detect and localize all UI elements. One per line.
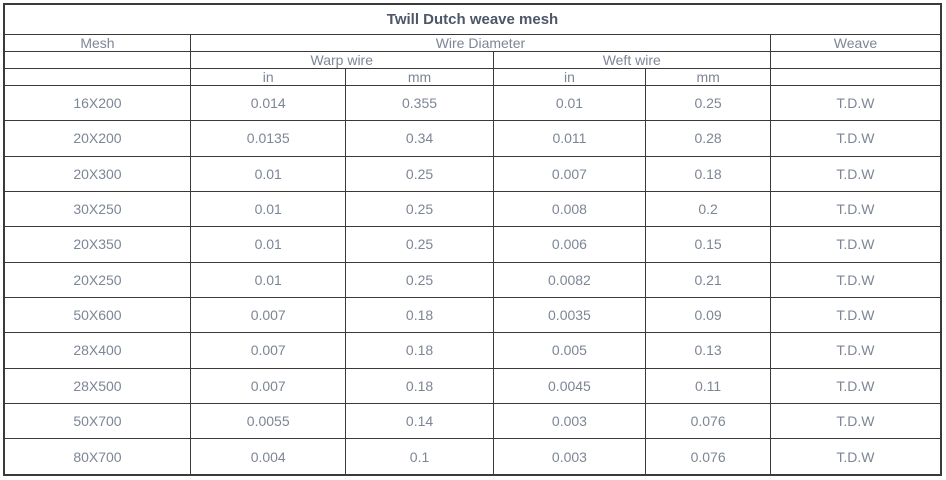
cell-weft-in: 0.005 (492, 332, 647, 369)
cell-warp-mm: 0.25 (345, 155, 494, 192)
table-row: 20X250 0.01 0.25 0.0082 0.21 T.D.W (3, 261, 942, 298)
cell-weft-mm: 0.28 (645, 120, 771, 157)
col-header-warp-in: in (189, 68, 347, 86)
cell-warp-mm: 0.25 (345, 190, 494, 228)
col-header-mesh-spacer (3, 68, 191, 86)
table-row: 80X700 0.004 0.1 0.003 0.076 T.D.W (3, 438, 942, 476)
table-row: 28X500 0.007 0.18 0.0045 0.11 T.D.W (3, 367, 942, 404)
cell-weft-in: 0.003 (492, 438, 647, 476)
cell-weft-in: 0.0045 (492, 367, 647, 404)
cell-warp-mm: 0.1 (345, 438, 494, 476)
cell-weft-mm: 0.25 (645, 84, 771, 122)
cell-weft-in: 0.0082 (492, 261, 647, 298)
col-header-weave-spacer (769, 68, 942, 86)
cell-warp-in: 0.01 (189, 226, 347, 263)
cell-mesh: 28X500 (3, 367, 191, 404)
cell-mesh: 20X250 (3, 261, 191, 298)
col-header-weft-in: in (492, 68, 647, 86)
cell-weft-mm: 0.18 (645, 155, 771, 192)
cell-mesh: 20X200 (3, 120, 191, 157)
cell-warp-in: 0.0055 (189, 402, 347, 440)
cell-weft-in: 0.0035 (492, 296, 647, 334)
cell-weave: T.D.W (769, 155, 942, 192)
table-row: 20X300 0.01 0.25 0.007 0.18 T.D.W (3, 155, 942, 192)
cell-warp-in: 0.01 (189, 261, 347, 298)
cell-warp-in: 0.01 (189, 155, 347, 192)
table-row: 16X200 0.014 0.355 0.01 0.25 T.D.W (3, 84, 942, 122)
cell-weave: T.D.W (769, 296, 942, 334)
cell-weft-mm: 0.09 (645, 296, 771, 334)
cell-warp-in: 0.0135 (189, 120, 347, 157)
col-header-weft-wire: Weft wire (492, 51, 771, 69)
cell-weft-in: 0.008 (492, 190, 647, 228)
cell-warp-mm: 0.25 (345, 226, 494, 263)
cell-mesh: 50X600 (3, 296, 191, 334)
col-header-wire-diameter: Wire Diameter (189, 34, 771, 52)
spec-table: Twill Dutch weave mesh Mesh Wire Diamete… (3, 3, 942, 476)
cell-warp-mm: 0.34 (345, 120, 494, 157)
header-row-3: in mm in mm (3, 68, 942, 86)
cell-warp-mm: 0.18 (345, 332, 494, 369)
col-header-weave: Weave (769, 34, 942, 52)
cell-warp-in: 0.007 (189, 332, 347, 369)
cell-weave: T.D.W (769, 332, 942, 369)
cell-mesh: 20X300 (3, 155, 191, 192)
cell-warp-in: 0.014 (189, 84, 347, 122)
cell-weft-mm: 0.11 (645, 367, 771, 404)
cell-weave: T.D.W (769, 84, 942, 122)
cell-weave: T.D.W (769, 438, 942, 476)
cell-warp-mm: 0.25 (345, 261, 494, 298)
cell-weave: T.D.W (769, 226, 942, 263)
cell-mesh: 80X700 (3, 438, 191, 476)
cell-weft-mm: 0.076 (645, 402, 771, 440)
cell-mesh: 20X350 (3, 226, 191, 263)
table-title: Twill Dutch weave mesh (3, 3, 942, 35)
table-row: 30X250 0.01 0.25 0.008 0.2 T.D.W (3, 190, 942, 228)
cell-weft-mm: 0.21 (645, 261, 771, 298)
cell-mesh: 16X200 (3, 84, 191, 122)
cell-weft-in: 0.006 (492, 226, 647, 263)
col-header-mesh-spacer (3, 51, 191, 69)
cell-weft-in: 0.011 (492, 120, 647, 157)
cell-weft-in: 0.003 (492, 402, 647, 440)
table-row: 50X600 0.007 0.18 0.0035 0.09 T.D.W (3, 296, 942, 334)
cell-mesh: 28X400 (3, 332, 191, 369)
cell-weft-in: 0.01 (492, 84, 647, 122)
cell-warp-mm: 0.18 (345, 296, 494, 334)
cell-weft-mm: 0.13 (645, 332, 771, 369)
col-header-mesh: Mesh (3, 34, 191, 52)
table-row: 50X700 0.0055 0.14 0.003 0.076 T.D.W (3, 402, 942, 440)
cell-weft-mm: 0.2 (645, 190, 771, 228)
col-header-warp-wire: Warp wire (189, 51, 494, 69)
cell-warp-mm: 0.355 (345, 84, 494, 122)
cell-warp-in: 0.007 (189, 296, 347, 334)
cell-mesh: 50X700 (3, 402, 191, 440)
table-body: 16X200 0.014 0.355 0.01 0.25 T.D.W 20X200 0.013… (3, 84, 942, 476)
table-row: 20X350 0.01 0.25 0.006 0.15 T.D.W (3, 226, 942, 263)
cell-mesh: 30X250 (3, 190, 191, 228)
cell-warp-in: 0.007 (189, 367, 347, 404)
cell-weft-mm: 0.15 (645, 226, 771, 263)
col-header-warp-mm: mm (345, 68, 494, 86)
cell-warp-in: 0.01 (189, 190, 347, 228)
header-row-2: Warp wire Weft wire (3, 51, 942, 69)
cell-weave: T.D.W (769, 367, 942, 404)
cell-warp-mm: 0.18 (345, 367, 494, 404)
header-row-1: Mesh Wire Diameter Weave (3, 34, 942, 52)
cell-weft-mm: 0.076 (645, 438, 771, 476)
table-row: 28X400 0.007 0.18 0.005 0.13 T.D.W (3, 332, 942, 369)
col-header-weave-spacer (769, 51, 942, 69)
cell-weave: T.D.W (769, 402, 942, 440)
cell-weft-in: 0.007 (492, 155, 647, 192)
title-row: Twill Dutch weave mesh (3, 3, 942, 35)
table-row: 20X200 0.0135 0.34 0.011 0.28 T.D.W (3, 120, 942, 157)
col-header-weft-mm: mm (645, 68, 771, 86)
cell-warp-in: 0.004 (189, 438, 347, 476)
cell-warp-mm: 0.14 (345, 402, 494, 440)
cell-weave: T.D.W (769, 190, 942, 228)
cell-weave: T.D.W (769, 120, 942, 157)
cell-weave: T.D.W (769, 261, 942, 298)
